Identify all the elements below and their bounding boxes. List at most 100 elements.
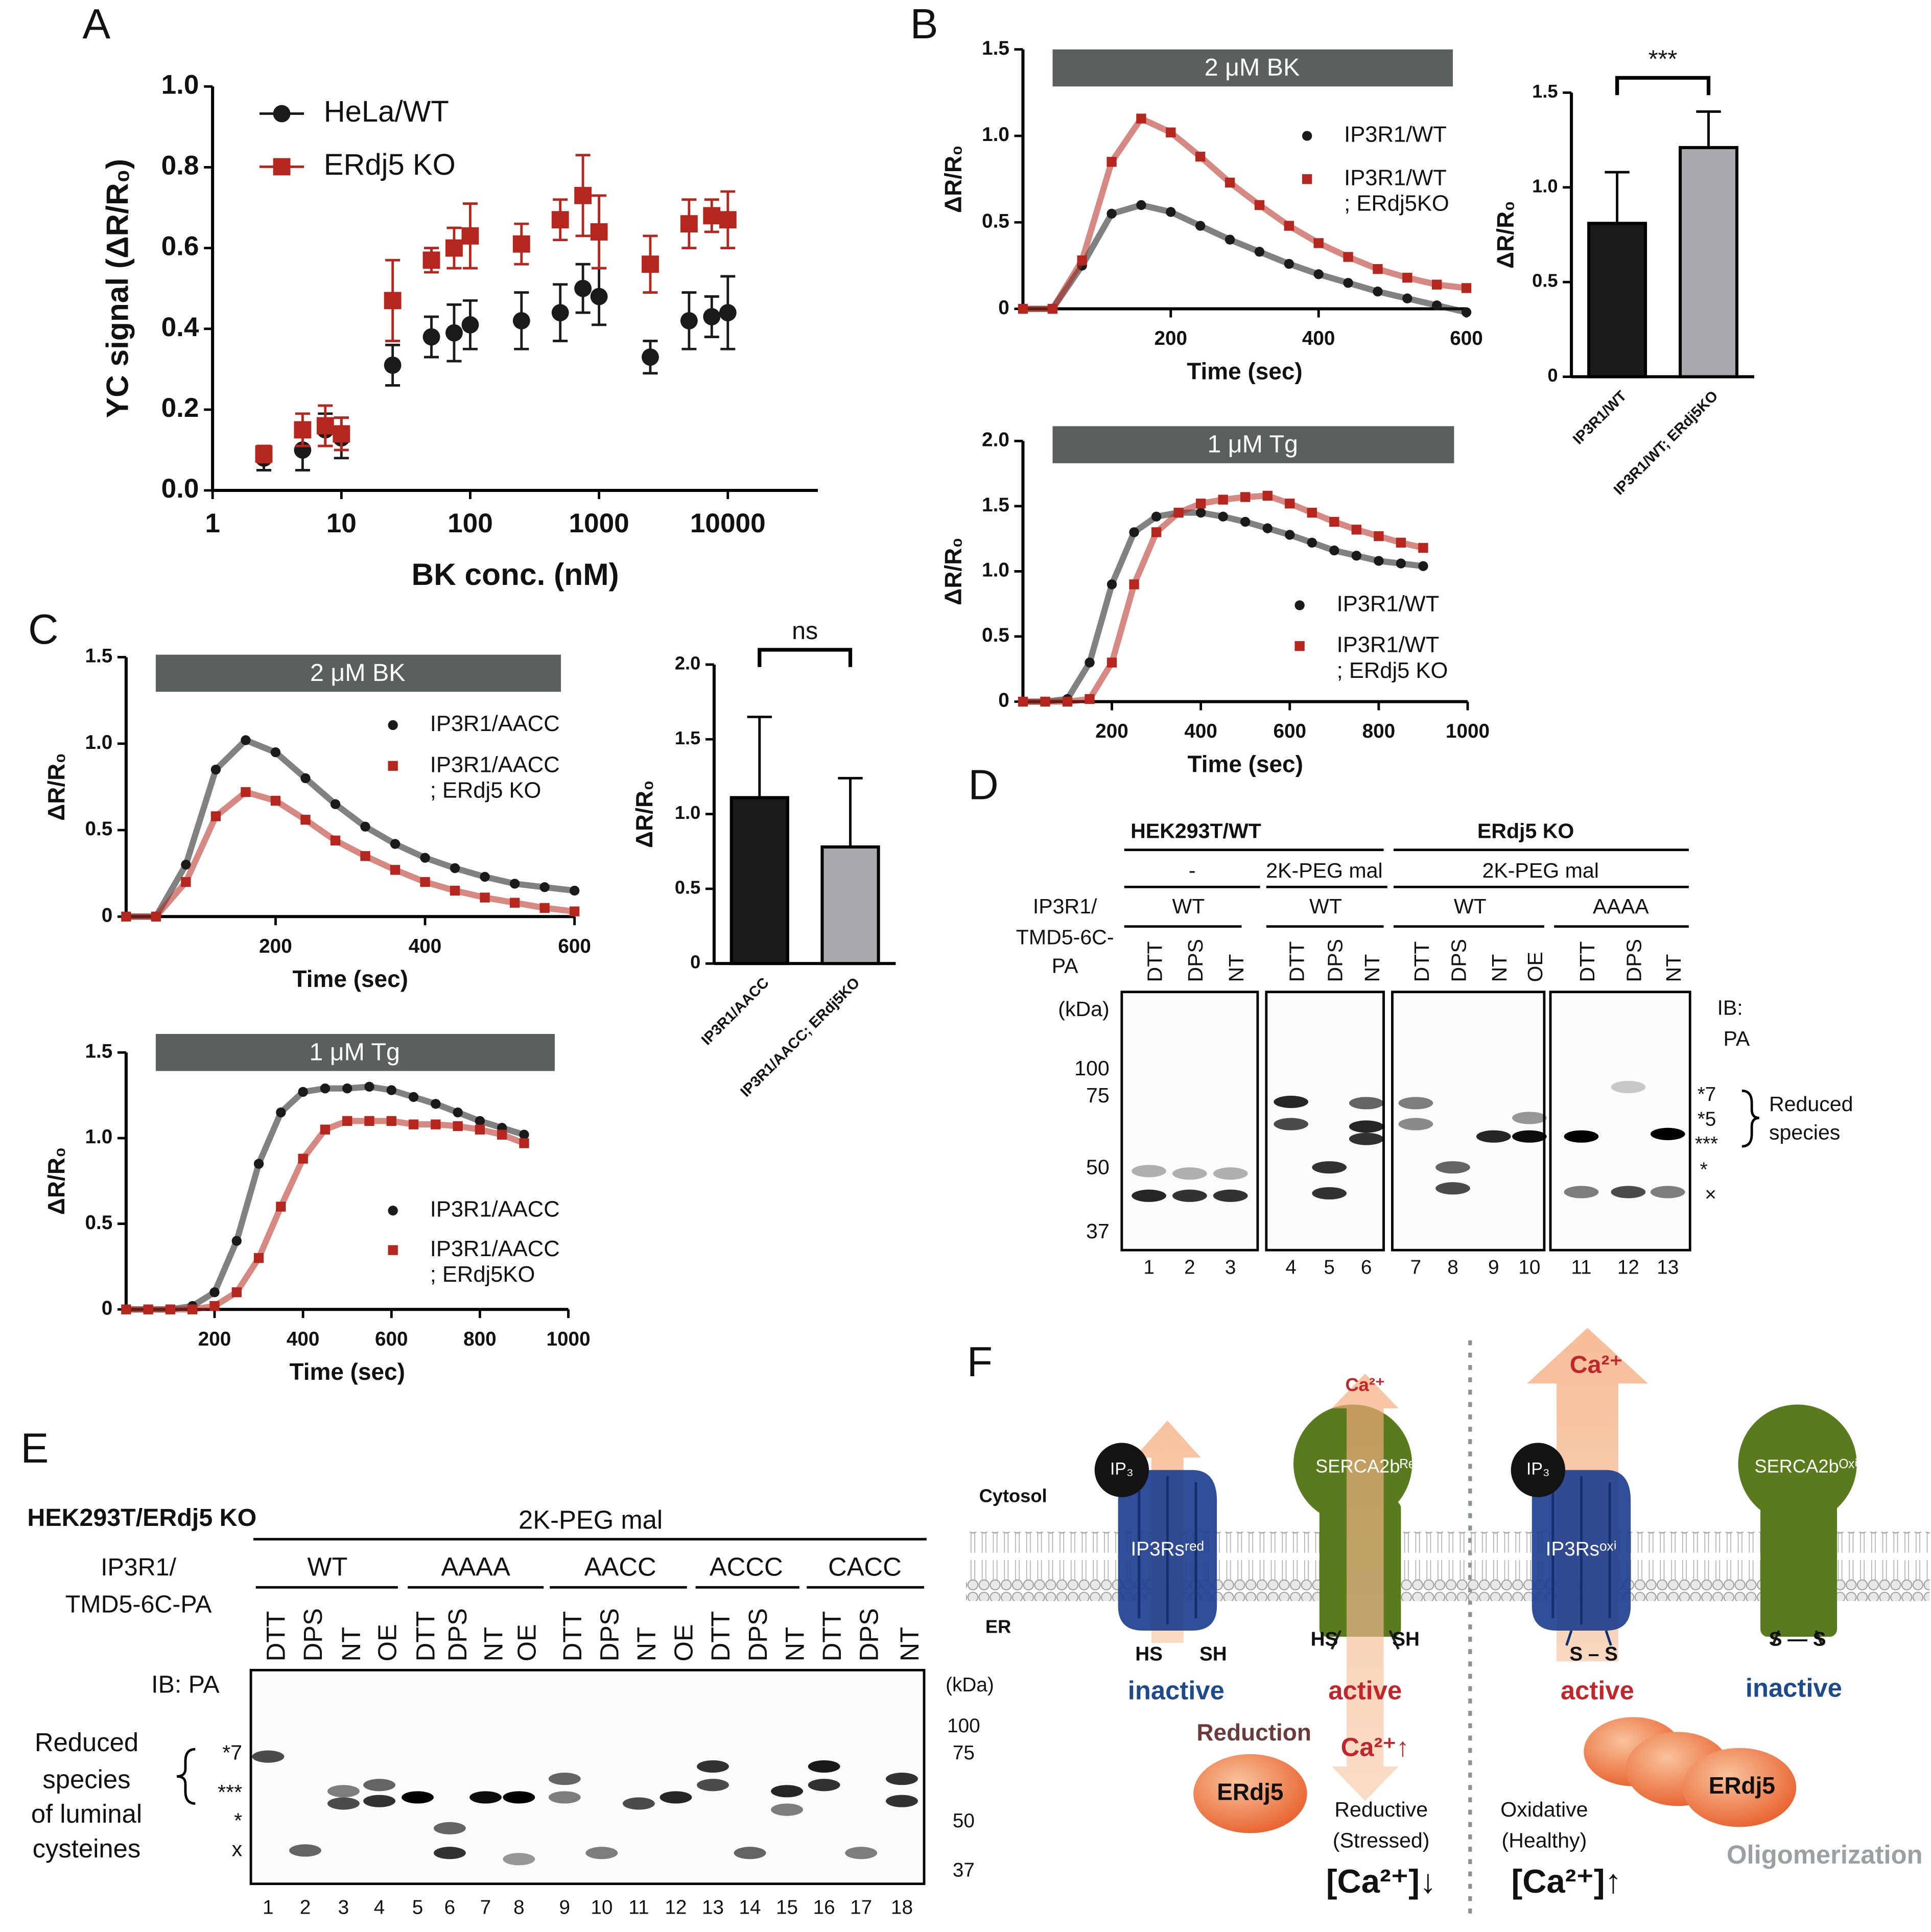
y-tick-label: 1.0 <box>982 559 1009 581</box>
series-line <box>126 736 575 920</box>
data-point <box>539 882 550 892</box>
region-label: ER <box>985 1616 1011 1637</box>
band <box>1132 1165 1166 1177</box>
band <box>1611 1186 1646 1198</box>
data-point <box>642 348 659 366</box>
x-tick-label: 400 <box>287 1328 320 1350</box>
construct-title: TMD5-6C-PA <box>65 1590 212 1618</box>
data-point <box>680 312 698 329</box>
ip3-right <box>1511 1443 1566 1497</box>
data-point <box>187 1304 198 1314</box>
y-tick-label: 1.5 <box>982 494 1009 516</box>
x-tick-label: 100 <box>448 508 493 538</box>
data-point <box>420 877 430 887</box>
data-point <box>1254 247 1265 257</box>
data-point <box>386 1085 396 1095</box>
band <box>1213 1189 1248 1202</box>
data-point <box>121 911 131 922</box>
band <box>1476 1130 1511 1143</box>
legend-marker <box>1294 641 1305 651</box>
serca-right-body <box>1760 1501 1838 1637</box>
y-tick-label: 0.5 <box>1532 270 1558 291</box>
data-point <box>1106 657 1117 668</box>
lane-label: DPS <box>1622 939 1646 982</box>
lane-label: DPS <box>854 1608 883 1661</box>
data-point <box>330 835 341 845</box>
data-point <box>1432 300 1442 311</box>
data-point <box>574 186 592 204</box>
y-tick-label: 1.5 <box>982 37 1009 59</box>
y-tick-label: 1.0 <box>85 732 112 753</box>
band <box>327 1797 360 1810</box>
lane-label: DTT <box>706 1611 735 1662</box>
error-bar <box>1696 110 1721 148</box>
lane-label: NT <box>479 1627 508 1662</box>
state: inactive <box>1746 1673 1842 1702</box>
data-point <box>276 1107 286 1118</box>
band <box>363 1795 396 1807</box>
x-tick-label: 1 <box>205 508 220 538</box>
band-mark: * <box>1700 1159 1708 1181</box>
data-point <box>1313 269 1324 279</box>
lane-number: 12 <box>1617 1257 1639 1279</box>
data-point <box>1313 238 1324 248</box>
data-point <box>408 1119 419 1129</box>
y-tick-label: 1.5 <box>1532 81 1558 102</box>
data-point <box>1077 255 1087 266</box>
lane-label: NT <box>1224 954 1248 982</box>
data-point <box>1396 558 1406 569</box>
data-point <box>390 839 401 849</box>
group-label: HEK293T/WT <box>1131 819 1261 843</box>
x-tick-label: 600 <box>375 1328 408 1350</box>
erdj5-label: ERdj5 <box>1709 1772 1775 1799</box>
legend-marker <box>1294 600 1305 610</box>
data-point <box>480 892 490 903</box>
lane-number: 5 <box>1324 1257 1335 1279</box>
x-tick-label: 600 <box>558 935 591 957</box>
lane-label: DTT <box>1575 941 1599 982</box>
data-point <box>276 1201 286 1212</box>
data-point <box>1166 127 1176 137</box>
band <box>469 1791 502 1804</box>
band <box>433 1822 466 1834</box>
data-point <box>1047 303 1057 314</box>
band <box>1512 1112 1547 1124</box>
lane-label: DTT <box>262 1611 291 1662</box>
band <box>1398 1097 1433 1110</box>
legend-label: IP3R1/WT <box>1344 122 1447 147</box>
condition: (Stressed) <box>1333 1828 1430 1852</box>
data-point <box>1040 696 1050 707</box>
data-point <box>1195 499 1206 509</box>
data-point <box>1284 258 1294 269</box>
ip3-label: IP₃ <box>1526 1459 1550 1479</box>
treatment-label: 2 μM BK <box>310 659 405 687</box>
lane-label: DPS <box>443 1608 472 1661</box>
x-axis-label: Time (sec) <box>293 965 408 992</box>
data-point <box>1418 543 1428 553</box>
y-tick-label: 1.5 <box>85 1040 112 1062</box>
y-tick-label: 1.0 <box>161 69 199 100</box>
blot-title: HEK293T/ERdj5 KO <box>27 1504 256 1532</box>
lane-label: NT <box>337 1627 366 1662</box>
data-point <box>590 223 608 241</box>
ion-label: Ca²⁺ <box>1345 1374 1385 1395</box>
construct-label: WT <box>1454 894 1487 918</box>
mw-label: 75 <box>1086 1083 1110 1107</box>
band <box>845 1847 878 1859</box>
lane-number: 13 <box>702 1896 724 1918</box>
data-point <box>519 1138 529 1148</box>
lane-number: 12 <box>665 1896 687 1918</box>
data-point <box>231 1287 242 1298</box>
lane-number: 6 <box>444 1896 456 1918</box>
legend-label: IP3R1/WT; ERdj5KO <box>1344 166 1449 216</box>
y-tick-label: 0.5 <box>982 210 1009 232</box>
data-point <box>298 1087 308 1097</box>
data-point <box>1106 157 1117 167</box>
data-point <box>420 853 430 863</box>
data-point <box>1018 696 1028 707</box>
data-point <box>364 1081 374 1092</box>
state: inactive <box>1128 1676 1224 1705</box>
data-point <box>333 425 350 443</box>
y-tick-label: 1.5 <box>85 645 112 667</box>
ip3r-label: IP3Rsᵒˣⁱ <box>1546 1538 1617 1560</box>
